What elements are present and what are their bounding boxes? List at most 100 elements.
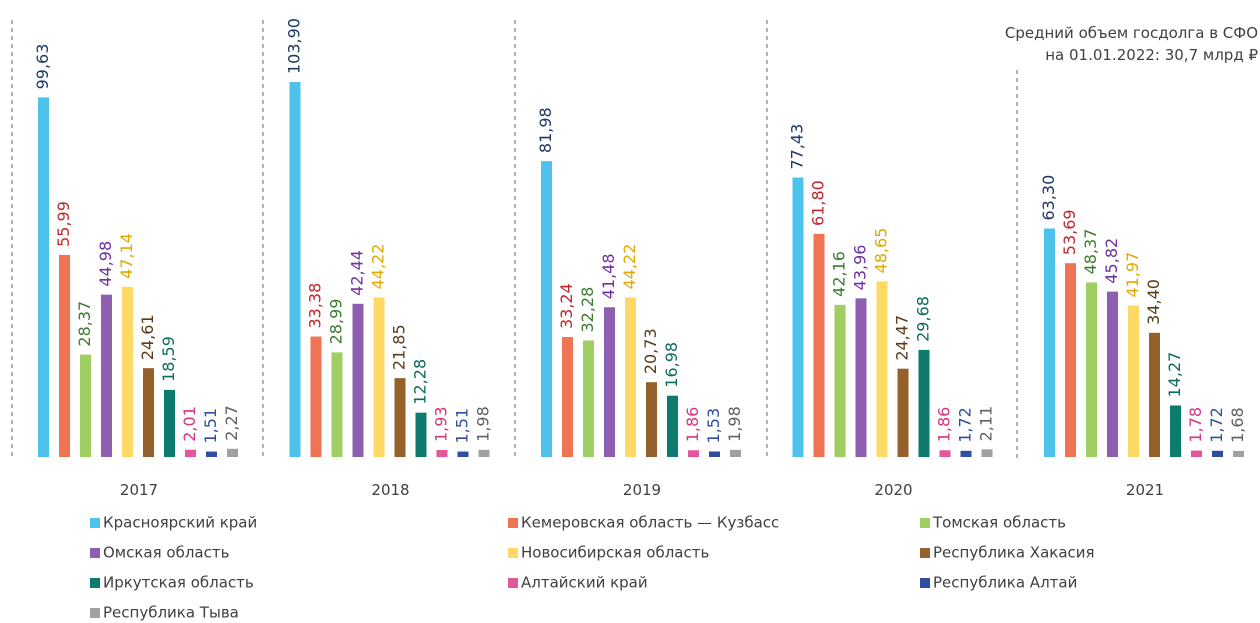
x-tick-label: 2017 <box>120 481 158 499</box>
bar <box>792 177 804 458</box>
data-label: 44,22 <box>620 244 639 290</box>
bar <box>1149 332 1160 457</box>
data-label: 29,68 <box>914 296 933 342</box>
data-label: 1,72 <box>1207 407 1226 443</box>
data-label: 77,43 <box>788 124 807 170</box>
data-label: 18,59 <box>159 336 178 382</box>
data-label: 1,98 <box>474 406 493 442</box>
data-label: 42,44 <box>348 250 367 296</box>
data-label: 47,14 <box>117 233 136 279</box>
data-label: 2,27 <box>222 405 241 441</box>
data-label: 45,82 <box>1102 238 1121 284</box>
bar <box>939 450 951 457</box>
bar <box>1044 228 1055 457</box>
data-label: 1,93 <box>432 406 451 442</box>
bar <box>834 304 846 457</box>
data-label: 21,85 <box>390 324 409 370</box>
data-label: 28,99 <box>327 299 346 345</box>
bar <box>373 297 385 457</box>
bar <box>583 340 594 457</box>
data-label: 24,47 <box>893 315 912 361</box>
bar <box>876 281 888 457</box>
bar <box>1065 263 1076 457</box>
legend-label: Новосибирская область <box>521 544 709 562</box>
data-label: 1,51 <box>453 408 472 444</box>
data-label: 33,38 <box>306 283 325 329</box>
legend-label: Томская область <box>932 514 1066 532</box>
data-label: 20,73 <box>641 328 660 374</box>
bar <box>625 297 636 457</box>
data-label: 44,98 <box>96 241 115 287</box>
legend-swatch <box>920 518 930 528</box>
x-tick-label: 2021 <box>1126 481 1164 499</box>
data-label: 1,78 <box>1186 407 1205 443</box>
legend-label: Иркутская область <box>103 574 254 592</box>
bar <box>897 368 909 457</box>
bar <box>709 451 720 457</box>
legend-swatch <box>508 548 518 558</box>
bar <box>562 337 573 457</box>
bar <box>101 294 112 457</box>
bar <box>1128 305 1139 457</box>
bar <box>206 451 217 457</box>
legend-label: Омская область <box>103 544 229 562</box>
data-label: 33,24 <box>557 283 576 329</box>
data-label: 63,30 <box>1039 175 1058 221</box>
bar <box>415 412 427 457</box>
data-label: 61,80 <box>809 180 828 226</box>
data-label: 48,37 <box>1081 229 1100 275</box>
data-label: 32,28 <box>578 287 597 333</box>
data-label: 48,65 <box>872 228 891 274</box>
bar <box>1107 291 1118 457</box>
bar <box>981 449 993 457</box>
data-label: 103,90 <box>285 18 304 74</box>
bar <box>59 254 70 457</box>
data-label: 1,72 <box>956 407 975 443</box>
bar <box>478 449 490 457</box>
bar <box>38 97 49 458</box>
legend-label: Республика Тыва <box>103 604 239 622</box>
bar <box>1170 405 1181 457</box>
bar <box>1191 450 1202 457</box>
bar <box>331 352 343 457</box>
bar <box>310 336 322 457</box>
legend-swatch <box>90 518 100 528</box>
legend-swatch <box>90 608 100 618</box>
data-label: 1,86 <box>935 407 954 443</box>
data-label: 16,98 <box>662 342 681 388</box>
data-label: 14,27 <box>1165 352 1184 398</box>
x-tick-label: 2018 <box>371 481 409 499</box>
data-label: 24,61 <box>138 314 157 360</box>
data-label: 99,63 <box>33 44 52 90</box>
bar <box>1212 450 1223 457</box>
data-label: 28,37 <box>75 301 94 347</box>
bar <box>457 451 469 457</box>
data-label: 2,01 <box>180 406 199 442</box>
bar <box>289 82 301 457</box>
data-label: 12,28 <box>411 359 430 405</box>
bar <box>960 450 972 457</box>
data-label: 2,11 <box>977 406 996 442</box>
bar <box>688 450 699 457</box>
bar <box>667 395 678 457</box>
annotation: на 01.01.2022: 30,7 млрд ₽ <box>1045 46 1258 64</box>
data-label: 43,96 <box>851 245 870 291</box>
annotation: Средний объем госдолга в СФО <box>1005 24 1258 42</box>
legend-label: Республика Алтай <box>933 574 1077 592</box>
bar <box>1233 450 1244 457</box>
legend-swatch <box>90 578 100 588</box>
bar <box>352 303 364 457</box>
bar <box>185 449 196 457</box>
data-label: 53,69 <box>1060 209 1079 255</box>
bar <box>918 349 930 457</box>
data-label: 81,98 <box>536 107 555 153</box>
data-label: 1,51 <box>201 408 220 444</box>
legend-swatch <box>90 548 100 558</box>
x-tick-label: 2019 <box>623 481 661 499</box>
legend-swatch <box>508 578 518 588</box>
legend-label: Республика Хакасия <box>933 544 1095 562</box>
data-label: 41,48 <box>599 253 618 299</box>
data-label: 34,40 <box>1144 279 1163 325</box>
bar <box>227 448 238 457</box>
data-label: 42,16 <box>830 251 849 297</box>
